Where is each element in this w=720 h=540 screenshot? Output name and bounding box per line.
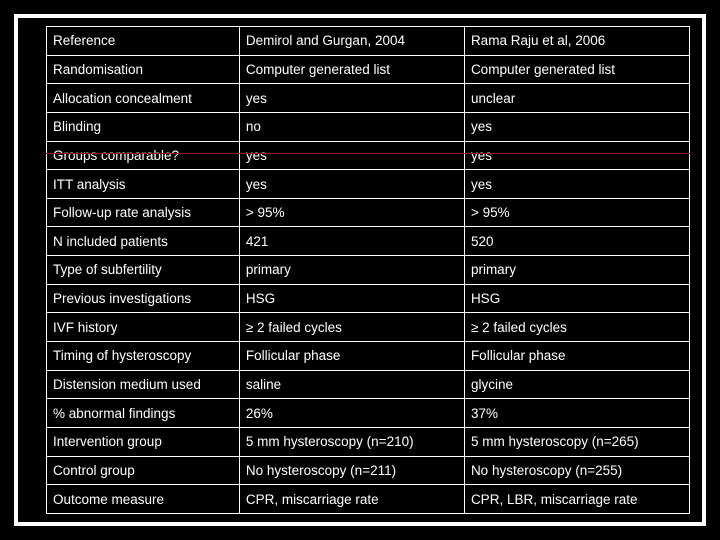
table-cell: 520 (464, 227, 689, 256)
table-cell: Blinding (47, 112, 240, 141)
table-cell: No hysteroscopy (n=255) (464, 456, 689, 485)
table-row: RandomisationComputer generated listComp… (47, 55, 690, 84)
table-row: ITT analysisyesyes (47, 170, 690, 199)
table-cell: N included patients (47, 227, 240, 256)
table-cell: 5 mm hysteroscopy (n=265) (464, 427, 689, 456)
table-row: Type of subfertilityprimaryprimary (47, 256, 690, 285)
table-row: ReferenceDemirol and Gurgan, 2004Rama Ra… (47, 27, 690, 56)
table-cell: Demirol and Gurgan, 2004 (239, 27, 464, 56)
table-cell: Rama Raju et al, 2006 (464, 27, 689, 56)
table-cell: Computer generated list (464, 55, 689, 84)
table-cell: Distension medium used (47, 370, 240, 399)
table-cell: yes (239, 170, 464, 199)
table-row: IVF history≥ 2 failed cycles≥ 2 failed c… (47, 313, 690, 342)
table-row: N included patients421520 (47, 227, 690, 256)
table-cell: HSG (239, 284, 464, 313)
table-cell: primary (464, 256, 689, 285)
table-cell: yes (239, 84, 464, 113)
table-cell: yes (464, 112, 689, 141)
table-container: ReferenceDemirol and Gurgan, 2004Rama Ra… (46, 26, 690, 514)
table-cell: Follicular phase (239, 342, 464, 371)
table-row: Intervention group5 mm hysteroscopy (n=2… (47, 427, 690, 456)
table-cell: Type of subfertility (47, 256, 240, 285)
table-cell: HSG (464, 284, 689, 313)
table-cell: no (239, 112, 464, 141)
table-cell: ≥ 2 failed cycles (464, 313, 689, 342)
table-row: % abnormal findings26%37% (47, 399, 690, 428)
table-cell: % abnormal findings (47, 399, 240, 428)
table-row: Previous investigationsHSGHSG (47, 284, 690, 313)
table-cell: saline (239, 370, 464, 399)
table-body: ReferenceDemirol and Gurgan, 2004Rama Ra… (47, 27, 690, 514)
table-row: Groups comparable?yesyes (47, 141, 690, 170)
table-cell: unclear (464, 84, 689, 113)
slide-frame: ReferenceDemirol and Gurgan, 2004Rama Ra… (14, 14, 706, 526)
table-row: Follow-up rate analysis> 95%> 95% (47, 198, 690, 227)
table-cell: Previous investigations (47, 284, 240, 313)
table-cell: No hysteroscopy (n=211) (239, 456, 464, 485)
table-cell: Allocation concealment (47, 84, 240, 113)
table-cell: primary (239, 256, 464, 285)
table-cell: glycine (464, 370, 689, 399)
table-cell: Follow-up rate analysis (47, 198, 240, 227)
table-cell: IVF history (47, 313, 240, 342)
table-row: Distension medium usedsalineglycine (47, 370, 690, 399)
comparison-table: ReferenceDemirol and Gurgan, 2004Rama Ra… (46, 26, 690, 514)
table-cell: 421 (239, 227, 464, 256)
table-cell: Groups comparable? (47, 141, 240, 170)
table-cell: Intervention group (47, 427, 240, 456)
table-cell: Reference (47, 27, 240, 56)
table-cell: Outcome measure (47, 485, 240, 514)
table-cell: CPR, miscarriage rate (239, 485, 464, 514)
table-row: Blindingnoyes (47, 112, 690, 141)
table-cell: Timing of hysteroscopy (47, 342, 240, 371)
table-cell: Computer generated list (239, 55, 464, 84)
table-cell: > 95% (239, 198, 464, 227)
table-cell: 5 mm hysteroscopy (n=210) (239, 427, 464, 456)
table-cell: > 95% (464, 198, 689, 227)
table-row: Control groupNo hysteroscopy (n=211)No h… (47, 456, 690, 485)
table-cell: ≥ 2 failed cycles (239, 313, 464, 342)
table-row: Outcome measureCPR, miscarriage rateCPR,… (47, 485, 690, 514)
table-cell: 26% (239, 399, 464, 428)
table-cell: yes (464, 141, 689, 170)
table-cell: yes (464, 170, 689, 199)
table-cell: Follicular phase (464, 342, 689, 371)
table-row: Allocation concealmentyesunclear (47, 84, 690, 113)
table-cell: ITT analysis (47, 170, 240, 199)
table-cell: Control group (47, 456, 240, 485)
table-row: Timing of hysteroscopyFollicular phaseFo… (47, 342, 690, 371)
table-cell: 37% (464, 399, 689, 428)
table-cell: CPR, LBR, miscarriage rate (464, 485, 689, 514)
table-cell: Randomisation (47, 55, 240, 84)
table-cell: yes (239, 141, 464, 170)
